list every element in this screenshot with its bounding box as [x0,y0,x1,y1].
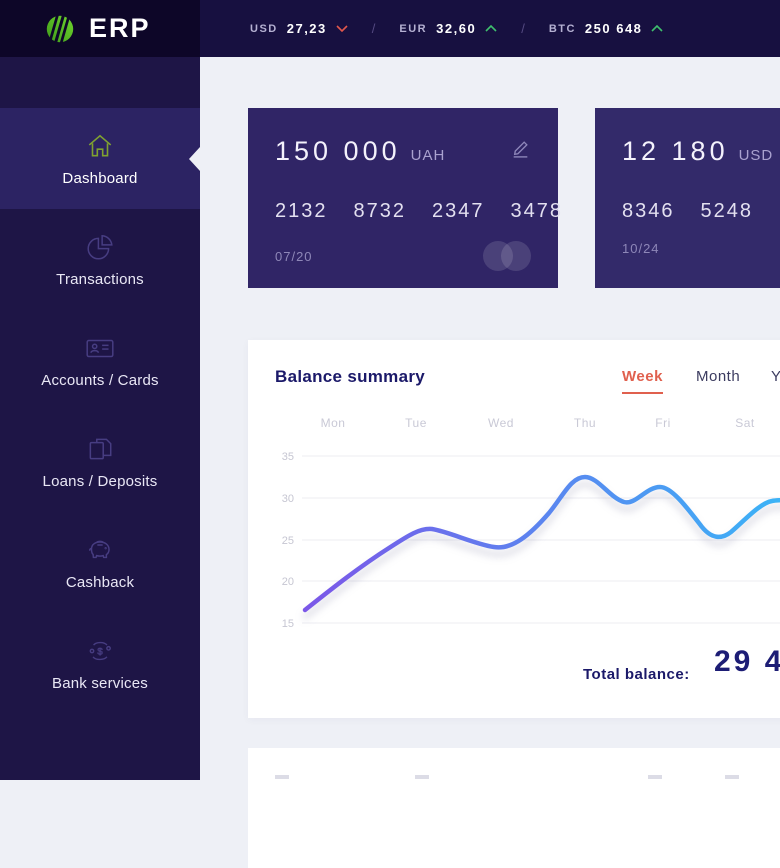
clipped-content-hint [275,775,289,779]
ticker-usd-value: 27,23 [286,21,327,36]
card-number-group: 2132 [275,200,328,222]
sidebar-item-transactions[interactable]: Transactions [0,209,200,310]
y-tick-25: 25 [282,535,294,547]
sidebar-item-dashboard[interactable]: Dashboard [0,108,200,209]
x-axis-label-thu: Thu [573,416,597,430]
balance-series-line [302,474,780,613]
y-tick-20: 20 [282,576,294,588]
x-axis-label-wed: Wed [488,416,514,430]
ticker-separator: / [521,21,525,36]
card-expiry: 10/24 [622,241,660,256]
dashboard-page: { "brand": { "name": "ERP" }, "ticker": … [0,0,780,780]
trend-down-icon [336,25,348,32]
card-number-group: 8732 [353,200,406,222]
trend-up-icon [651,25,663,32]
card-number-group: 5248 [700,200,753,222]
sidebar-item-label: Bank services [52,674,148,692]
balance-line-chart: 35 30 25 20 15 [282,451,780,630]
x-axis-label-tue: Tue [405,416,427,430]
id-card-icon [86,339,114,357]
ticker-usd[interactable]: USD 27,23 [250,21,348,36]
tab-week[interactable]: Week [622,368,663,394]
ticker-eur[interactable]: EUR 32,60 [399,21,497,36]
ticker-btc-value: 250 648 [584,21,643,36]
trend-up-icon [485,25,497,32]
top-bar: ERP USD 27,23 / EUR 32,60 / BTC 250 648 [0,0,780,57]
currency-ticker: USD 27,23 / EUR 32,60 / BTC 250 648 [250,0,663,57]
card-expiry: 07/20 [275,248,313,264]
total-balance-value: 29 4 [714,645,780,678]
card-number-group: 2347 [432,200,485,222]
clipped-content-hint [648,775,662,779]
ticker-eur-label: EUR [399,22,428,35]
sidebar-item-label: Dashboard [62,169,138,187]
sidebar-item-label: Cashback [65,573,135,591]
tab-month[interactable]: Month [696,368,741,385]
home-icon [88,134,112,156]
ticker-usd-label: USD [250,22,278,35]
sidebar-item-label: Transactions [56,270,144,288]
card-balance: 12 180 [622,136,729,166]
piggy-bank-icon [88,540,110,558]
pie-chart-icon [87,234,113,260]
erp-logo-icon [46,12,74,45]
tab-year[interactable]: Year [771,368,780,385]
sidebar-item-loans-deposits[interactable]: Loans / Deposits [0,411,200,512]
y-tick-30: 30 [282,493,294,505]
clipped-content-hint [725,775,739,779]
card-number: 8346 5248 62 [622,200,780,223]
sidebar-item-label: Loans / Deposits [42,472,158,490]
sidebar-item-label: Accounts / Cards [41,371,159,389]
y-axis-ticks: 35 30 25 20 15 [282,451,294,630]
total-balance-label: Total balance: [583,666,690,683]
card-number-group: 3478 [510,200,563,222]
y-tick-15: 15 [282,618,294,630]
x-axis-label-fri: Fri [655,416,671,430]
sidebar: Dashboard Transactions Accounts / Cards [0,57,200,780]
sidebar-nav: Dashboard Transactions Accounts / Cards [0,108,200,714]
dollar-sync-icon: $ [89,641,111,660]
documents-icon [89,438,112,459]
sidebar-item-accounts-cards[interactable]: Accounts / Cards [0,310,200,411]
card-number: 2132 8732 2347 3478 [275,200,561,223]
svg-text:$: $ [97,646,103,657]
brand-logo[interactable]: ERP [0,0,200,57]
x-axis-label-mon: Mon [320,416,346,430]
card-balance: 150 000 [275,136,401,166]
account-card-usd[interactable]: 12 180 USD 8346 5248 62 10/24 [595,108,780,288]
card-currency: UAH [410,147,446,164]
ticker-btc[interactable]: BTC 250 648 [549,21,664,36]
sidebar-item-cashback[interactable]: Cashback [0,512,200,613]
mastercard-icon [483,241,531,271]
bottom-panel-clipped [248,748,780,868]
chart-gridlines [302,455,780,624]
account-card-uah[interactable]: 150 000 UAH 2132 8732 2347 3478 07/20 [248,108,561,288]
sidebar-item-bank-services[interactable]: $ Bank services [0,613,200,714]
clipped-content-hint [415,775,429,779]
y-tick-35: 35 [282,451,294,463]
ticker-btc-label: BTC [548,22,576,35]
balance-summary-panel: Balance summary Week Month Year Mon Tue … [248,340,780,718]
ticker-separator: / [371,21,376,36]
x-axis-label-sat: Sat [735,416,755,430]
ticker-eur-value: 32,60 [436,21,477,36]
brand-name: ERP [89,13,151,43]
card-currency: USD [738,147,774,164]
edit-card-button[interactable] [510,138,531,159]
card-number-group: 8346 [622,200,675,222]
panel-title: Balance summary [275,367,426,386]
